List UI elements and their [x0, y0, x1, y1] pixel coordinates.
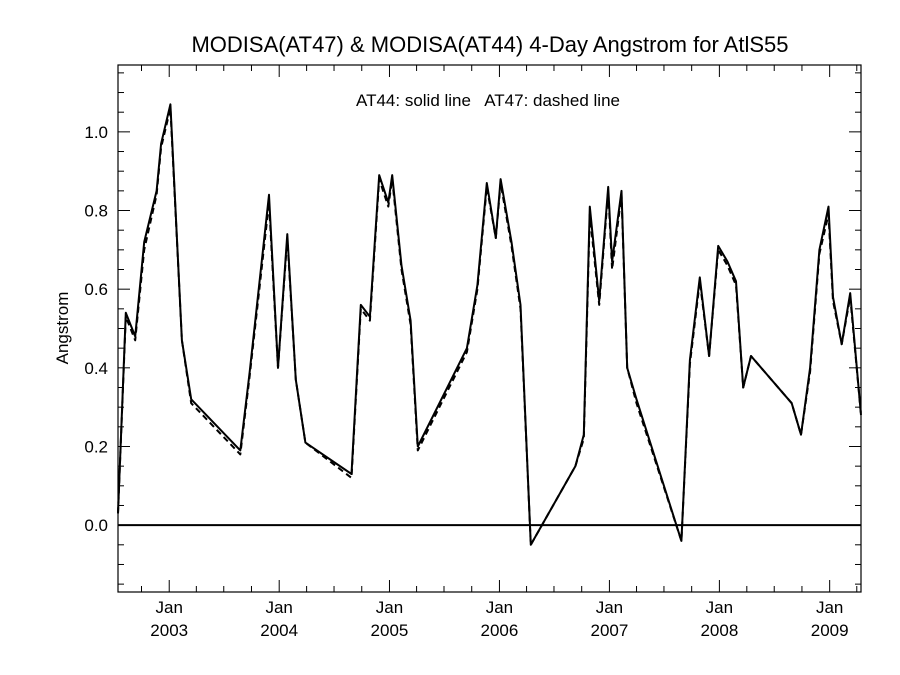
x-tick-month-label: Jan — [706, 598, 733, 617]
x-tick-month-label: Jan — [265, 598, 292, 617]
y-tick-label: 0.6 — [84, 280, 108, 299]
series-line-at44 — [117, 103, 862, 546]
y-tick-label: 1.0 — [84, 123, 108, 142]
y-axis-label: Angstrom — [53, 292, 72, 365]
x-tick-year-label: 2004 — [260, 621, 298, 640]
x-tick-year-label: 2009 — [811, 621, 849, 640]
x-tick-month-label: Jan — [376, 598, 403, 617]
x-tick-month-label: Jan — [816, 598, 843, 617]
plot-frame — [117, 64, 862, 593]
y-tick-label: 0.8 — [84, 202, 108, 221]
x-tick-month-label: Jan — [156, 598, 183, 617]
x-tick-year-label: 2003 — [150, 621, 188, 640]
y-tick-label: 0.0 — [84, 516, 108, 535]
x-tick-month-label: Jan — [486, 598, 513, 617]
x-tick-year-label: 2006 — [481, 621, 519, 640]
y-tick-label: 0.4 — [84, 359, 108, 378]
x-tick-month-label: Jan — [596, 598, 623, 617]
series-line-at47 — [117, 107, 862, 546]
x-tick-year-label: 2007 — [591, 621, 629, 640]
data-series — [117, 103, 862, 546]
axis-ticks — [118, 65, 861, 592]
x-tick-year-label: 2005 — [371, 621, 409, 640]
y-tick-label: 0.2 — [84, 437, 108, 456]
x-tick-year-label: 2008 — [700, 621, 738, 640]
legend-annotation: AT44: solid line AT47: dashed line — [356, 91, 620, 110]
tick-labels: 0.0 0.2 0.4 0.6 0.8 1.0 Jan 2003 Jan 2004 Jan 2005 J… — [84, 123, 848, 640]
chart-title: MODISA(AT47) & MODISA(AT44) 4-Day Angstr… — [191, 32, 788, 57]
